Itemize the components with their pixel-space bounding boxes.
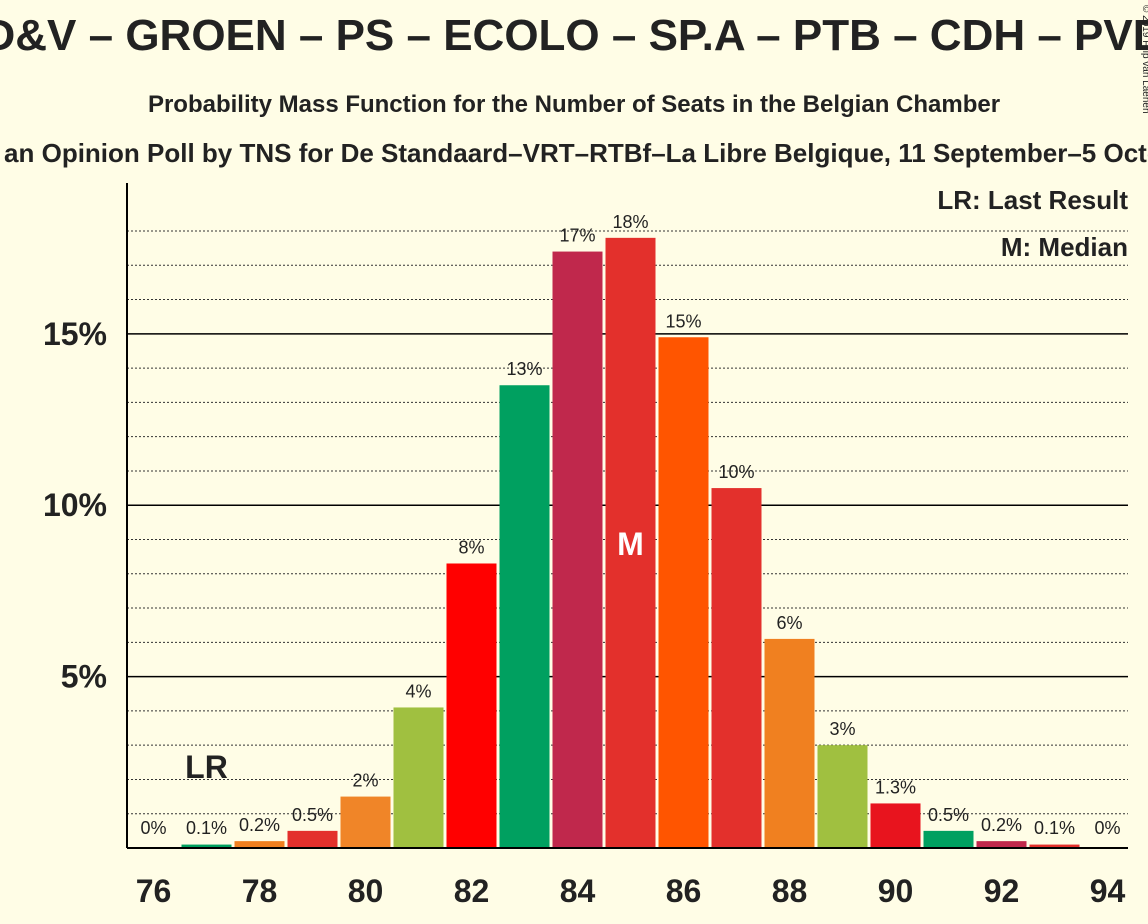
value-label: 0.1% xyxy=(186,818,227,838)
value-label: 4% xyxy=(405,681,431,701)
bar xyxy=(499,385,550,848)
bar xyxy=(287,830,338,848)
value-label: 0.5% xyxy=(928,805,969,825)
value-label: 17% xyxy=(559,226,595,246)
copyright: © 2019 Filip van Laenen xyxy=(1140,5,1148,114)
x-tick-label: 94 xyxy=(1090,873,1126,909)
last-result-marker: LR xyxy=(185,749,228,785)
bar xyxy=(552,251,603,848)
value-label: 13% xyxy=(506,359,542,379)
bar xyxy=(393,707,444,848)
legend-entry: LR: Last Result xyxy=(937,185,1128,215)
bar xyxy=(446,563,497,848)
value-label: 2% xyxy=(352,771,378,791)
x-tick-label: 78 xyxy=(242,873,278,909)
value-label: 0.1% xyxy=(1034,818,1075,838)
x-tick-label: 92 xyxy=(984,873,1020,909)
x-tick-label: 88 xyxy=(772,873,808,909)
x-tick-label: 90 xyxy=(878,873,914,909)
y-tick-label: 15% xyxy=(43,316,107,352)
value-label: 18% xyxy=(612,212,648,232)
value-label: 8% xyxy=(458,537,484,557)
value-label: 0.5% xyxy=(292,805,333,825)
x-tick-label: 86 xyxy=(666,873,702,909)
value-label: 0% xyxy=(140,818,166,838)
value-label: 0.2% xyxy=(239,815,280,835)
bar xyxy=(976,841,1027,848)
bar xyxy=(181,844,232,848)
bar xyxy=(923,830,974,848)
value-label: 1.3% xyxy=(875,777,916,797)
bar xyxy=(711,488,762,848)
chart-title: CD&V – GROEN – PS – ECOLO – SP.A – PTB –… xyxy=(0,11,1148,60)
legend-entry: M: Median xyxy=(1001,232,1128,262)
median-marker: M xyxy=(617,526,644,562)
bar xyxy=(817,745,868,848)
bar xyxy=(658,337,709,848)
bar xyxy=(870,803,921,848)
x-tick-label: 84 xyxy=(560,873,596,909)
bar xyxy=(764,638,815,848)
x-tick-label: 80 xyxy=(348,873,384,909)
value-label: 10% xyxy=(718,462,754,482)
value-label: 0.2% xyxy=(981,815,1022,835)
value-label: 3% xyxy=(829,719,855,739)
chart-subtitle: Based on an Opinion Poll by TNS for De S… xyxy=(0,138,1148,168)
y-tick-label: 10% xyxy=(43,487,107,523)
x-tick-label: 82 xyxy=(454,873,490,909)
bar xyxy=(234,841,285,848)
y-tick-label: 5% xyxy=(61,659,107,695)
bar xyxy=(1029,844,1080,848)
chart-subtitle: Probability Mass Function for the Number… xyxy=(148,91,1000,118)
value-label: 0% xyxy=(1094,818,1120,838)
bar xyxy=(605,237,656,849)
x-tick-label: 76 xyxy=(136,873,172,909)
bar xyxy=(340,796,391,848)
value-label: 15% xyxy=(665,311,701,331)
value-label: 6% xyxy=(776,613,802,633)
